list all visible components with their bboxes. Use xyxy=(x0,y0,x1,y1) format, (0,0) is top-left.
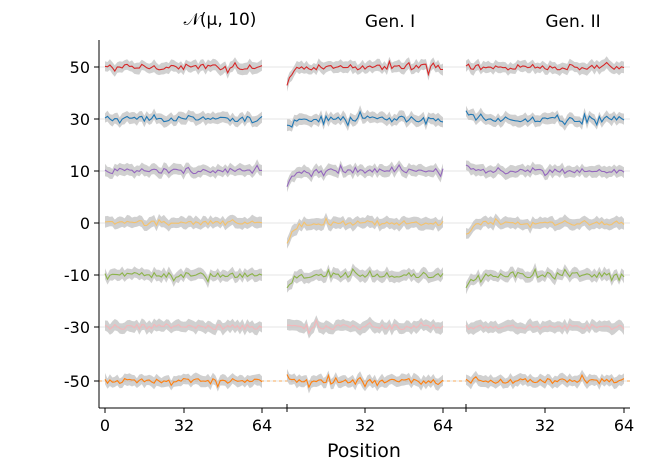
y-tick-label: -50 xyxy=(64,372,90,391)
series-line xyxy=(465,267,625,289)
confidence-band xyxy=(105,372,262,392)
confidence-band xyxy=(466,262,624,295)
confidence-band xyxy=(105,159,262,180)
x-tick-label: 32 xyxy=(174,416,194,435)
confidence-band xyxy=(466,213,624,239)
series-line xyxy=(465,164,625,177)
series-line xyxy=(465,61,625,71)
x-tick-label: 64 xyxy=(433,416,453,435)
series-line xyxy=(465,110,625,127)
series-line xyxy=(104,113,263,125)
x-tick-label: 32 xyxy=(355,416,375,435)
y-tick-label: -10 xyxy=(64,266,90,285)
y-tick-label: -30 xyxy=(64,318,90,337)
series-line xyxy=(104,164,262,175)
panel-3-title: Gen. II xyxy=(545,12,600,32)
x-tick-label: 64 xyxy=(614,416,634,435)
series-line xyxy=(286,59,443,86)
y-tick-label: 30 xyxy=(70,110,90,129)
confidence-bands xyxy=(105,56,624,394)
series-line xyxy=(104,323,263,331)
axes xyxy=(94,40,630,413)
confidence-band xyxy=(287,212,443,249)
series-lines xyxy=(104,59,625,389)
y-tick-label: 0 xyxy=(80,214,90,233)
series-line xyxy=(104,377,263,389)
y-tick-label: 10 xyxy=(70,162,90,181)
confidence-band xyxy=(466,160,624,181)
series-line xyxy=(104,218,263,227)
series-line xyxy=(465,323,625,331)
series-line xyxy=(286,318,444,335)
series-line xyxy=(286,373,444,389)
confidence-band xyxy=(105,57,262,79)
confidence-band xyxy=(466,56,624,76)
x-tick-label: 0 xyxy=(100,416,110,435)
series-line xyxy=(286,163,444,187)
confidence-band xyxy=(466,369,624,390)
x-axis-label: Position xyxy=(327,440,401,462)
panel-1-title: 𝒩(μ, 10) xyxy=(184,10,257,30)
confidence-band xyxy=(287,160,443,193)
series-line xyxy=(286,267,444,289)
series-line xyxy=(465,373,625,385)
series-line xyxy=(104,61,263,75)
confidence-band xyxy=(287,56,443,92)
y-tick-label: 50 xyxy=(70,58,90,77)
series-line xyxy=(286,110,444,128)
x-tick-label: 32 xyxy=(535,416,555,435)
x-tick-label: 64 xyxy=(252,416,272,435)
series-line xyxy=(286,216,444,244)
confidence-band xyxy=(287,368,443,394)
panel-2-title: Gen. I xyxy=(365,12,415,32)
confidence-band xyxy=(287,263,443,293)
series-line xyxy=(104,271,263,283)
series-line xyxy=(465,217,625,235)
